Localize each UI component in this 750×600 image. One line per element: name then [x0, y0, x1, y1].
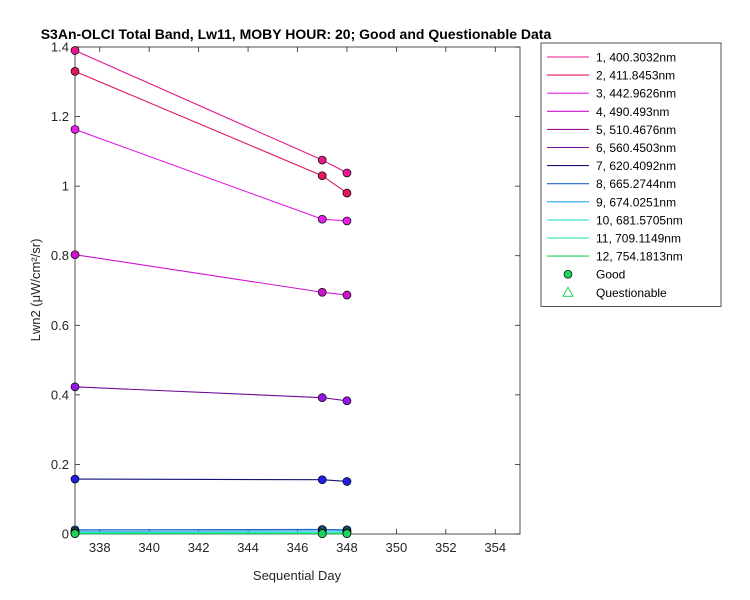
x-tick-label: 338 — [89, 540, 111, 555]
data-point-s2 — [342, 188, 352, 198]
data-point-s1 — [70, 46, 80, 55]
y-tick-label: 1.4 — [51, 40, 69, 55]
data-point-s2 — [70, 66, 80, 76]
x-tick-label: 340 — [138, 540, 160, 555]
x-tick-label: 344 — [237, 540, 259, 555]
x-tick-label: 354 — [484, 540, 506, 555]
legend-entry-12: 12, 754.1813nm — [596, 250, 683, 264]
legend-entry-1: 1, 400.3032nm — [596, 51, 676, 65]
y-axis-label: Lwn2 (μW/cm²/sr) — [28, 239, 43, 342]
data-point-s3 — [70, 125, 80, 134]
legend-entry-9: 9, 674.0251nm — [596, 195, 676, 209]
legend-entry-3: 3, 442.9626nm — [596, 87, 676, 101]
legend-entry-8: 8, 665.2744nm — [596, 177, 676, 191]
x-tick-label: 346 — [287, 540, 309, 555]
x-tick-label: 350 — [386, 540, 408, 555]
x-tick-label: 348 — [336, 540, 358, 555]
data-point-s7 — [317, 475, 327, 485]
legend-entry-5: 5, 510.4676nm — [596, 123, 676, 137]
legend-entry-good: Good — [596, 268, 625, 282]
data-point-s2 — [317, 171, 327, 181]
legend: 1, 400.3032nm 2, 411.8453nm 3, 442.9626nm 4… — [540, 42, 722, 307]
data-point-s4 — [70, 250, 80, 260]
legend-entry-4: 4, 490.493nm — [596, 105, 669, 119]
data-point-s1 — [342, 168, 352, 178]
legend-entry-10: 10, 681.5705nm — [596, 213, 683, 227]
data-point-s3 — [342, 216, 352, 226]
y-tick-label: 0.2 — [51, 457, 69, 472]
data-point-s12 — [342, 529, 352, 539]
y-tick-label: 0.6 — [51, 318, 69, 333]
legend-entry-2: 2, 411.8453nm — [596, 69, 675, 83]
y-tick-label: 1.2 — [51, 109, 69, 124]
y-tick-label: 1 — [62, 179, 69, 194]
data-point-s6 — [317, 393, 327, 402]
legend-entry-11: 11, 709.1149nm — [596, 232, 681, 246]
data-point-s4 — [342, 290, 352, 300]
axes-box — [74, 46, 521, 535]
data-point-s6 — [70, 382, 80, 392]
chart-title: S3An-OLCI Total Band, Lw11, MOBY HOUR: 2… — [41, 26, 552, 42]
data-point-s1 — [317, 155, 327, 165]
x-tick-label: 352 — [435, 540, 457, 555]
x-tick-label: 342 — [188, 540, 210, 555]
x-axis-label: Sequential Day — [253, 568, 342, 583]
y-tick-label: 0.4 — [51, 387, 69, 402]
data-point-s4 — [317, 287, 327, 297]
y-tick-label: 0.8 — [51, 248, 69, 263]
data-point-s12 — [70, 529, 80, 539]
plot-area: 338 340 342 344 346 348 350 352 354 0 0.2 0.4 0.6 0.8… — [51, 40, 521, 555]
data-point-s7 — [342, 477, 352, 486]
data-point-s6 — [342, 396, 352, 406]
data-point-s3 — [317, 214, 327, 224]
legend-questionable-marker — [562, 286, 574, 297]
legend-good-marker — [563, 269, 573, 279]
legend-box — [540, 42, 722, 307]
data-point-s12 — [317, 529, 327, 539]
legend-entry-questionable: Questionable — [596, 286, 667, 300]
legend-entry-7: 7, 620.4092nm — [596, 159, 676, 173]
legend-entry-6: 6, 560.4503nm — [596, 141, 676, 155]
data-point-s7 — [70, 474, 80, 484]
y-tick-label: 0 — [62, 527, 69, 542]
